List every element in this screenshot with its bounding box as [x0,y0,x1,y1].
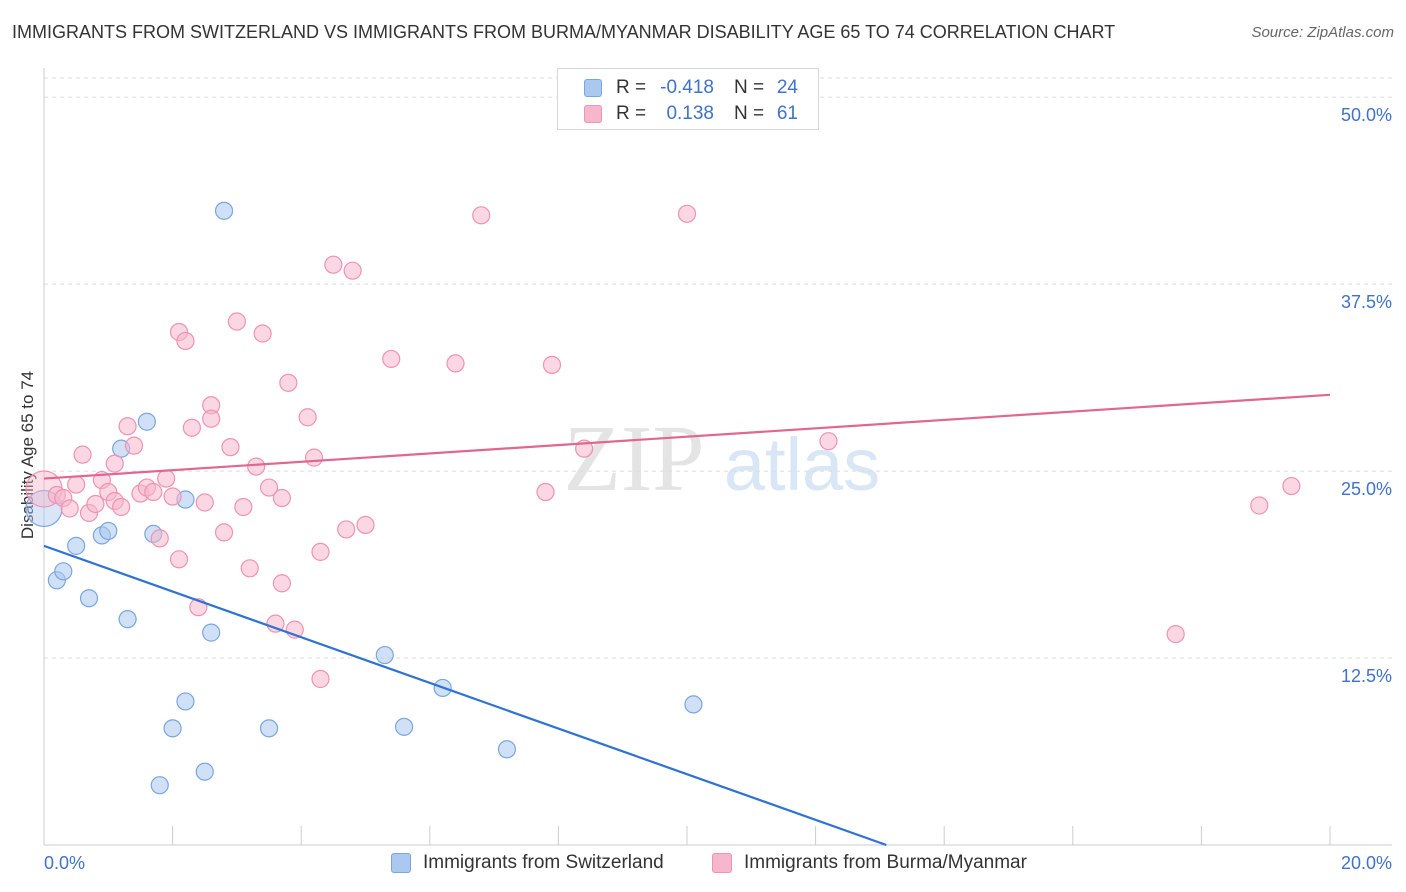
point-switzerland [497,740,517,759]
point-burma [356,515,375,535]
y-tick-label: 37.5% [1341,292,1392,312]
y-tick-label: 25.0% [1341,479,1392,499]
point-burma [169,550,189,569]
point-burma [304,448,324,467]
point-switzerland [137,412,156,431]
y-tick-label: 12.5% [1341,666,1392,686]
point-burma [112,497,131,517]
point-switzerland [54,562,73,581]
point-burma [221,438,240,457]
point-burma [1166,625,1185,644]
point-burma [60,499,79,518]
point-switzerland [394,717,414,736]
data-points [25,201,1301,795]
tick-labels: 12.5% 25.0% 37.5% 50.0% 0.0% 20.0% [44,105,1392,873]
point-burma [343,261,362,280]
legend-r-label: R = [616,103,647,124]
point-burma [1250,496,1269,515]
point-burma [86,494,105,514]
point-burma [311,542,330,561]
axes [43,68,1392,846]
legend-n-value: 61 [776,103,798,124]
legend-r-value: 0.138 [666,103,714,124]
point-burma [272,574,292,593]
point-burma [298,408,317,427]
point-switzerland [375,645,394,665]
point-burma [118,417,137,436]
point-burma [259,478,279,497]
point-burma [1282,476,1301,496]
point-burma [234,497,253,517]
point-burma [105,454,124,473]
point-burma [195,493,214,512]
y-tick-label: 50.0% [1341,105,1392,125]
point-burma [157,469,176,488]
chart-title: IMMIGRANTS FROM SWITZERLAND VS IMMIGRANT… [12,22,1116,42]
point-burma [446,354,465,373]
legend-n-label: N = [734,77,765,98]
point-switzerland [259,719,279,738]
point-burma [266,614,285,633]
trend-lines [43,393,1331,847]
point-burma [272,488,292,508]
point-switzerland [79,589,99,608]
point-switzerland [150,776,169,795]
x-tick-label: 20.0% [1341,853,1392,873]
point-burma [227,312,246,331]
legend-r-value: -0.418 [660,77,714,98]
legend-r-label: R = [616,77,647,98]
legend-swatch-blue [584,79,602,97]
point-switzerland [195,762,214,781]
point-burma [214,523,234,542]
watermark-atlas: atlas [724,423,880,506]
point-burma [67,475,86,494]
series-label: Immigrants from Switzerland [423,852,664,873]
legend-swatch-pink [584,105,602,123]
series-swatch-blue [391,853,411,873]
series-label: Immigrants from Burma/Myanmar [744,852,1027,873]
point-burma [124,436,144,455]
point-burma [382,349,401,369]
trend-line-switzerland [43,544,887,847]
point-burma [240,559,259,578]
point-burma [819,432,838,451]
point-burma [337,520,356,539]
point-switzerland [163,719,182,738]
point-switzerland [118,610,137,629]
chart-source: Source: ZipAtlas.com [1251,24,1394,41]
trend-line-burma [43,393,1331,480]
point-burma [324,255,343,274]
series-legend: Immigrants from Switzerland Immigrants f… [0,850,1406,880]
x-tick-label: 0.0% [44,853,85,873]
point-burma [536,482,555,502]
point-switzerland [202,623,221,642]
point-switzerland [684,695,703,714]
point-switzerland [99,521,118,541]
point-burma [176,331,195,351]
point-burma [144,482,163,502]
watermark: ZIP atlas [564,407,881,511]
point-burma [163,487,182,506]
point-burma [73,445,92,464]
point-switzerland [214,201,234,220]
point-burma [677,204,697,223]
point-switzerland [176,692,195,711]
legend-n-value: 24 [776,77,798,98]
point-burma [247,457,266,476]
point-switzerland [67,536,86,555]
legend-n-label: N = [734,103,765,124]
series-swatch-pink [712,853,732,873]
point-burma [182,418,201,437]
point-burma [253,324,272,343]
correlation-legend: R = -0.418 N = 24 R = 0.138 N = 61 [557,68,819,130]
point-burma [311,669,330,689]
point-burma [202,409,221,428]
point-burma [542,355,562,374]
point-burma [472,206,491,225]
point-burma [279,373,298,392]
watermark-zip: ZIP [564,407,705,511]
point-burma [150,529,169,548]
